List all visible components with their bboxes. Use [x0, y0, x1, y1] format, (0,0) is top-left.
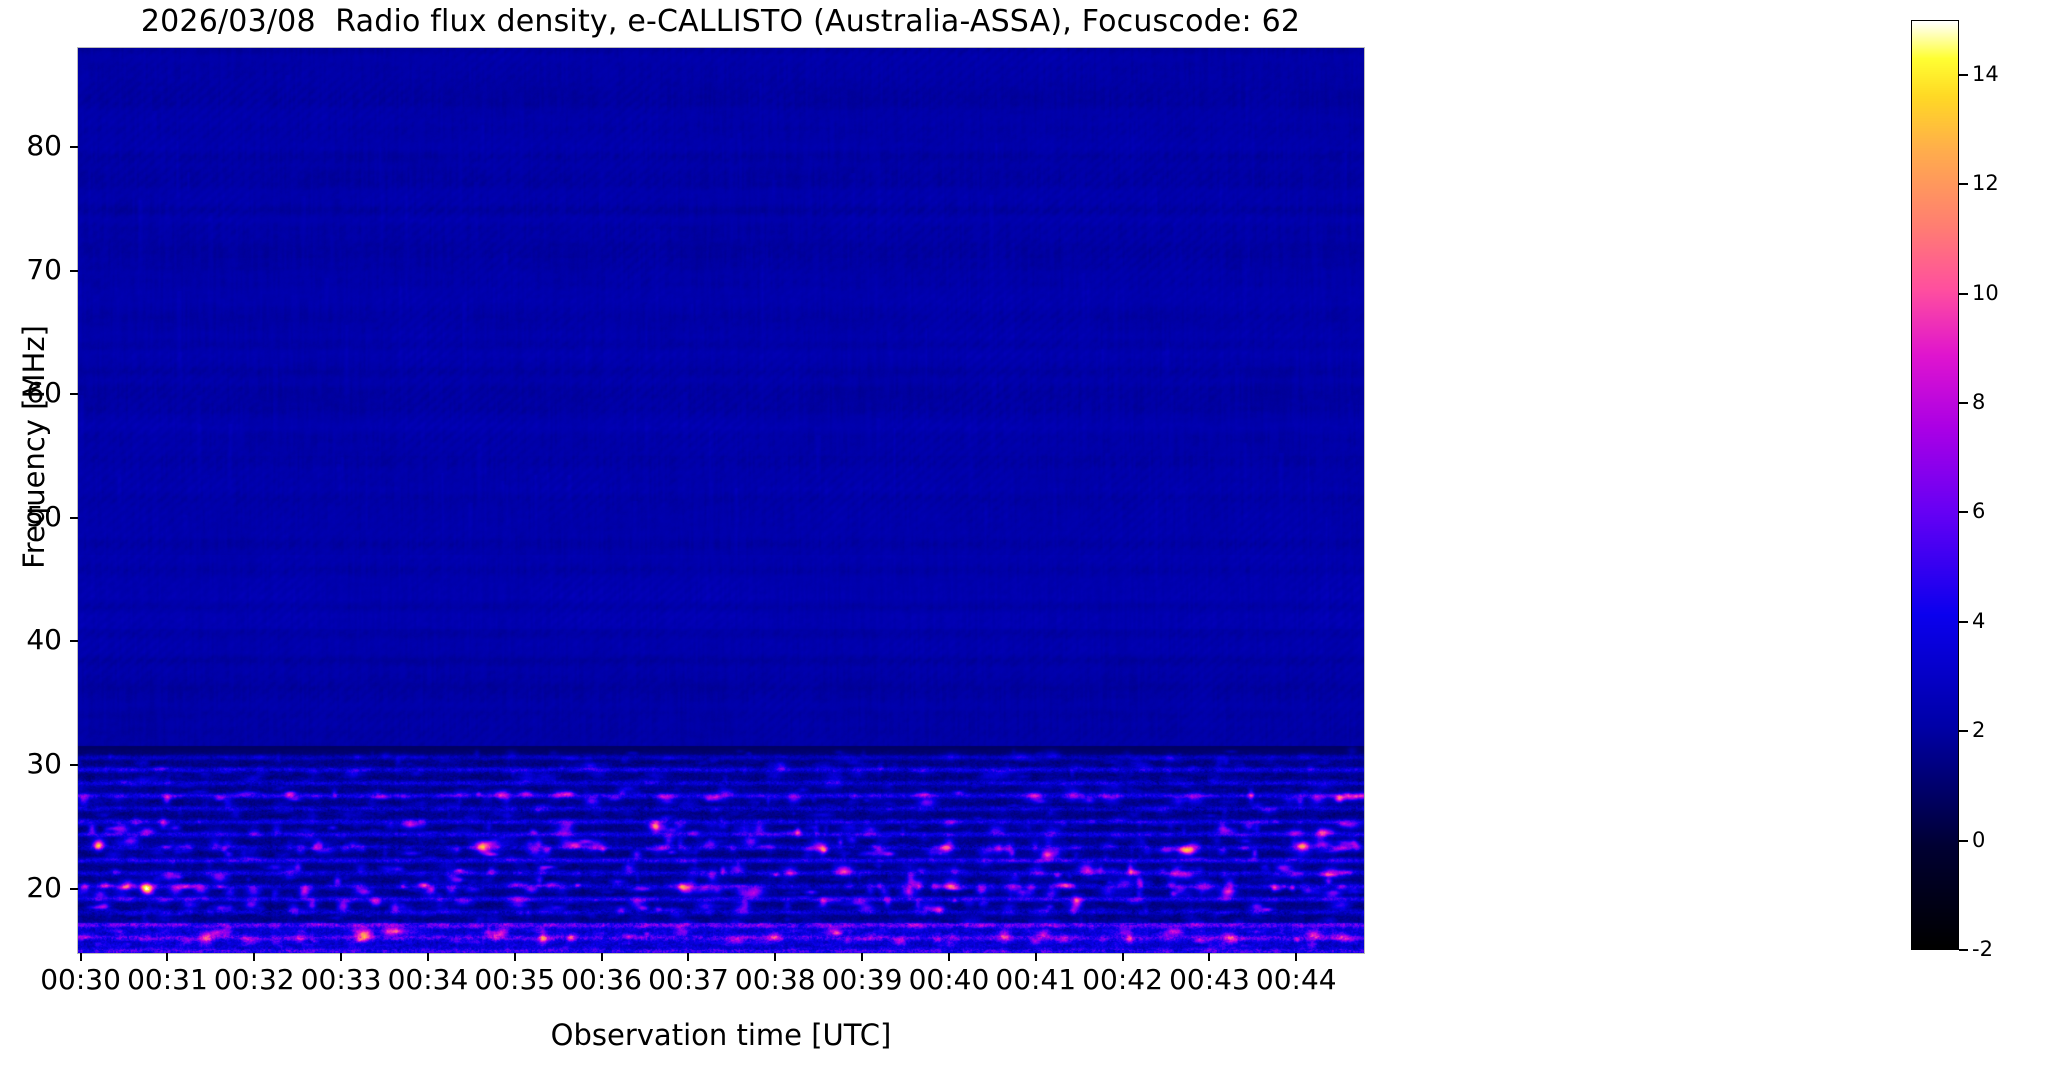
y-axis-label: Frequency [MHz]	[17, 325, 51, 569]
colorbar-tick-mark	[1959, 949, 1968, 951]
x-tick-label: 00:41	[995, 963, 1077, 996]
spectrogram-plot-area[interactable]	[78, 48, 1364, 953]
y-tick-mark	[70, 640, 78, 643]
x-tick-label: 00:38	[734, 963, 816, 996]
x-tick-mark	[513, 953, 516, 961]
y-tick-mark	[70, 393, 78, 396]
colorbar-tick-label: 0	[1972, 827, 1986, 852]
x-tick-label: 00:30	[40, 963, 121, 996]
x-tick-label: 00:39	[821, 963, 903, 996]
page-title: 2026/03/08 Radio flux density, e-CALLIST…	[140, 4, 1301, 39]
colorbar-tick-label: 14	[1972, 61, 1999, 86]
y-tick-mark	[70, 516, 78, 519]
x-tick-mark	[600, 953, 603, 961]
x-tick-label: 00:40	[908, 963, 990, 996]
y-tick-label: 30	[26, 747, 62, 781]
x-tick-label: 00:35	[474, 963, 556, 996]
x-tick-label: 00:43	[1169, 963, 1250, 996]
colorbar-tick-mark	[1959, 401, 1968, 404]
colorbar-tick-label: 8	[1972, 389, 1986, 414]
colorbar-tick-mark	[1959, 73, 1968, 76]
x-tick-label: 00:44	[1255, 963, 1337, 996]
y-tick-label: 20	[26, 870, 62, 904]
x-tick-mark	[687, 953, 690, 961]
colorbar-tick-label: 6	[1972, 499, 1986, 524]
colorbar-tick-label: 2	[1972, 718, 1986, 743]
colorbar-tick-mark	[1959, 292, 1968, 295]
spectrogram-canvas	[78, 48, 1364, 953]
colorbar-tick-mark	[1959, 511, 1968, 514]
y-tick-mark	[70, 764, 78, 767]
colorbar-tick-mark	[1959, 183, 1968, 186]
x-tick-mark	[1295, 953, 1298, 961]
x-tick-mark	[1208, 953, 1211, 961]
x-tick-label: 00:33	[300, 963, 382, 996]
colorbar[interactable]	[1911, 20, 1959, 950]
x-tick-label: 00:36	[561, 963, 642, 996]
x-axis-label: Observation time [UTC]	[550, 1018, 892, 1052]
colorbar-tick-mark	[1959, 620, 1968, 623]
x-tick-label: 00:34	[387, 963, 469, 996]
y-tick-mark	[70, 145, 78, 148]
x-tick-mark	[426, 953, 429, 961]
x-tick-mark	[1034, 953, 1037, 961]
x-tick-mark	[861, 953, 864, 961]
x-tick-label: 00:32	[213, 963, 295, 996]
x-tick-mark	[166, 953, 169, 961]
y-tick-label: 70	[26, 252, 62, 286]
x-tick-mark	[1121, 953, 1124, 961]
colorbar-gradient	[1911, 20, 1959, 950]
colorbar-tick-label: -2	[1972, 937, 1993, 961]
colorbar-tick-label: 10	[1972, 280, 1999, 305]
x-tick-label: 00:42	[1082, 963, 1163, 996]
y-tick-mark	[70, 269, 78, 272]
x-tick-mark	[79, 953, 82, 961]
y-tick-label: 60	[26, 376, 62, 410]
x-tick-mark	[253, 953, 256, 961]
y-tick-label: 40	[26, 623, 62, 657]
colorbar-canvas	[1912, 21, 1958, 949]
x-tick-mark	[774, 953, 777, 961]
y-tick-label: 50	[26, 499, 62, 533]
x-tick-label: 00:37	[648, 963, 729, 996]
colorbar-tick-label: 4	[1972, 608, 1986, 633]
x-tick-mark	[340, 953, 343, 961]
colorbar-tick-label: 12	[1972, 171, 1999, 196]
y-tick-mark	[70, 887, 78, 890]
x-tick-mark	[947, 953, 950, 961]
y-tick-label: 80	[26, 128, 62, 162]
colorbar-tick-mark	[1959, 730, 1968, 733]
x-tick-label: 00:31	[127, 963, 208, 996]
colorbar-tick-mark	[1959, 839, 1968, 842]
